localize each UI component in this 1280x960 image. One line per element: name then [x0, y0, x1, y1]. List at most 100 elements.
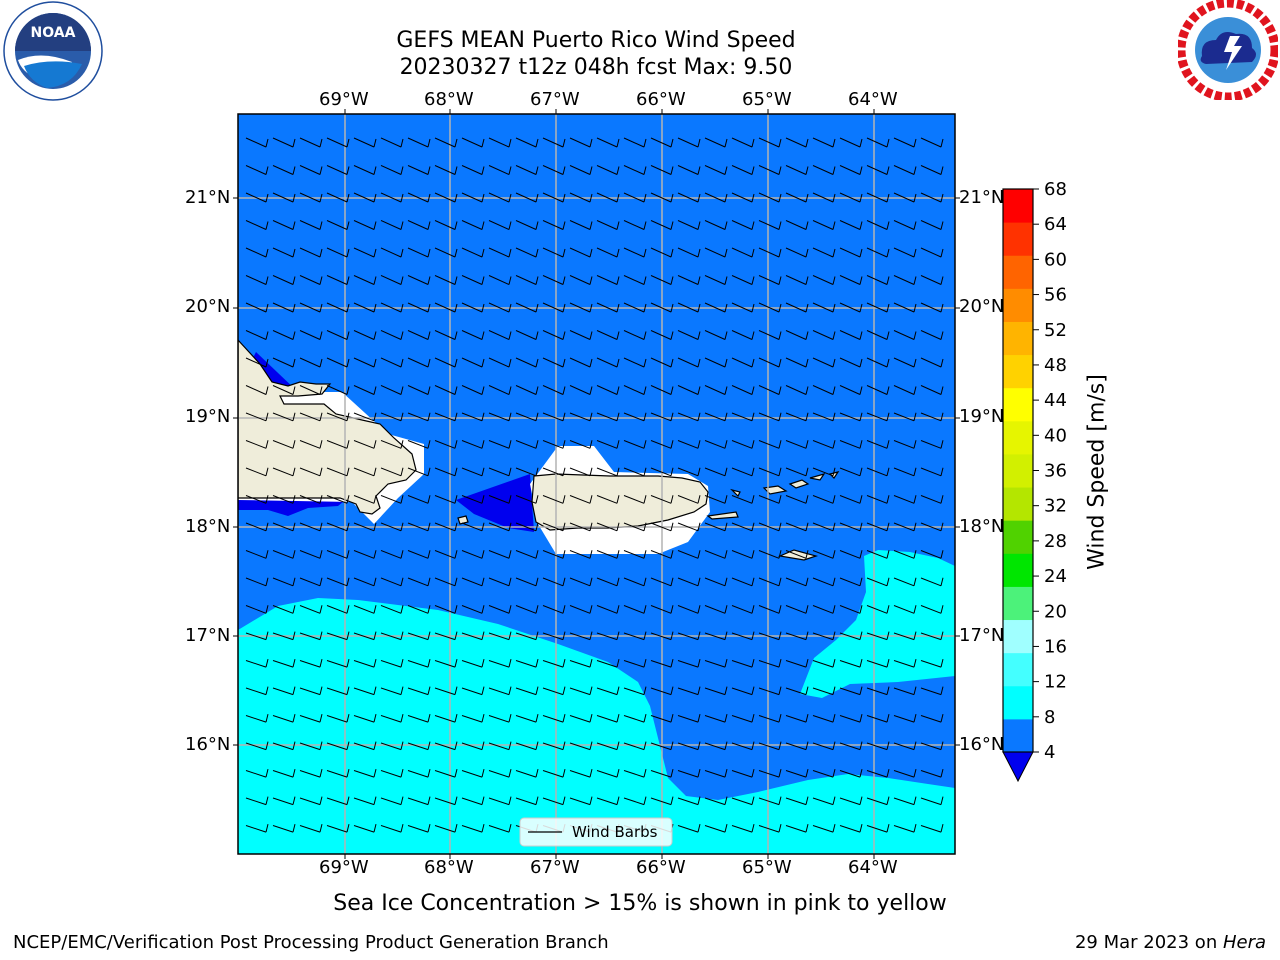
- wind-barb: [893, 605, 917, 614]
- wind-barb: [839, 768, 863, 778]
- lat-label-right-3: 18°N: [959, 516, 1005, 537]
- wind-barb: [272, 247, 296, 258]
- wind-barb: [461, 495, 485, 504]
- wind-barb: [731, 823, 755, 833]
- wind-barb: [839, 357, 863, 368]
- wind-barb: [272, 467, 296, 477]
- wind-barb: [353, 220, 377, 230]
- wind-barb: [650, 165, 674, 175]
- wind-barb: [866, 796, 890, 806]
- wind-barb: [434, 796, 458, 806]
- footer-date-text: 29 Mar 2023 on: [1074, 932, 1223, 953]
- wind-barb: [515, 631, 539, 641]
- colorbar-tick-label-1: 8: [1044, 707, 1055, 728]
- wind-barb: [569, 440, 593, 449]
- wind-barb: [245, 658, 269, 668]
- wind-barb: [569, 330, 593, 340]
- wind-barb: [542, 713, 566, 723]
- wind-barb: [866, 275, 890, 285]
- wind-barb: [299, 796, 323, 806]
- wind-barb: [407, 796, 431, 806]
- wind-barb: [866, 220, 890, 230]
- wind-barb: [596, 247, 620, 258]
- colorbar-cell-12: [1003, 321, 1033, 356]
- wind-barb: [839, 658, 863, 668]
- wind-barb: [893, 165, 917, 175]
- wind-barb: [353, 577, 377, 587]
- wind-barb: [488, 605, 512, 614]
- wind-barb: [596, 467, 620, 477]
- wind-barb: [569, 247, 593, 258]
- wind-barb: [623, 220, 647, 230]
- legend-label: Wind Barbs: [572, 823, 658, 841]
- wind-barb: [353, 192, 377, 203]
- wind-barb: [407, 330, 431, 340]
- wind-barb: [515, 467, 539, 477]
- lon-label-top-2: 67°W: [530, 89, 580, 110]
- wind-barb: [245, 522, 269, 532]
- wind-barb: [272, 713, 296, 723]
- wind-barb: [839, 385, 863, 395]
- wind-barb: [785, 823, 809, 833]
- wind-barb: [650, 686, 674, 696]
- wind-barb: [596, 658, 620, 668]
- wind-barb: [596, 330, 620, 340]
- wind-barb: [677, 631, 701, 641]
- wind-barb: [704, 577, 728, 587]
- wind-barb: [488, 686, 512, 696]
- wind-barb: [380, 741, 404, 751]
- wind-barb: [704, 550, 728, 559]
- wind-barb: [434, 823, 458, 833]
- wind-barb: [677, 658, 701, 668]
- wind-barb: [731, 550, 755, 559]
- wind-barb: [407, 385, 431, 395]
- wind-barb: [623, 330, 647, 340]
- wind-barb: [488, 658, 512, 668]
- wind-barb: [704, 631, 728, 641]
- wind-barb: [758, 796, 782, 806]
- wind-barb: [272, 137, 296, 148]
- wind-barb: [515, 550, 539, 559]
- wind-barb: [623, 741, 647, 751]
- wind-barb: [542, 796, 566, 806]
- wind-barb: [704, 522, 728, 532]
- wind-barb: [326, 605, 350, 614]
- wind-barb: [623, 440, 647, 449]
- wind-barb: [785, 577, 809, 587]
- wind-barb: [380, 658, 404, 668]
- wind-barb: [596, 302, 620, 313]
- wind-barb: [461, 412, 485, 422]
- wind-barb: [704, 605, 728, 614]
- wind-barb: [785, 302, 809, 313]
- wind-barb: [596, 192, 620, 203]
- wind-barb: [812, 741, 836, 751]
- wind-barb: [461, 357, 485, 368]
- wind-barb: [380, 440, 404, 449]
- wind-barb: [542, 220, 566, 230]
- wind-barb: [812, 686, 836, 696]
- wind-barb: [380, 823, 404, 833]
- wind-barb: [515, 713, 539, 723]
- wind-barb: [704, 713, 728, 723]
- wind-barb: [515, 302, 539, 313]
- wind-barb: [542, 275, 566, 285]
- wind-barb: [623, 577, 647, 587]
- wind-barb: [596, 713, 620, 723]
- wind-barb: [326, 302, 350, 313]
- wind-barb: [353, 823, 377, 833]
- wind-barb: [272, 192, 296, 203]
- wind-barb: [623, 550, 647, 559]
- wind-barb: [839, 550, 863, 559]
- wind-barb: [704, 686, 728, 696]
- wind-barb: [326, 522, 350, 532]
- wind-barb: [461, 823, 485, 833]
- wind-barb: [488, 247, 512, 258]
- wind-barb: [650, 550, 674, 559]
- wind-barb: [596, 275, 620, 285]
- colorbar-cell-6: [1003, 520, 1033, 554]
- land-mona-island: [457, 515, 469, 525]
- wind-barb: [434, 577, 458, 587]
- wind-barb: [650, 467, 674, 477]
- wind-barb: [353, 658, 377, 668]
- wind-barb: [677, 495, 701, 504]
